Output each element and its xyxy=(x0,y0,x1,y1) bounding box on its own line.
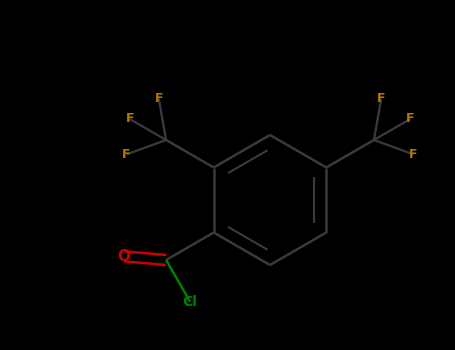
Text: F: F xyxy=(155,92,163,105)
Text: F: F xyxy=(406,112,415,126)
Text: Cl: Cl xyxy=(182,295,197,309)
Text: F: F xyxy=(377,92,385,105)
Text: F: F xyxy=(409,148,418,161)
Text: O: O xyxy=(118,249,131,264)
Text: F: F xyxy=(126,112,134,126)
Text: F: F xyxy=(122,148,131,161)
